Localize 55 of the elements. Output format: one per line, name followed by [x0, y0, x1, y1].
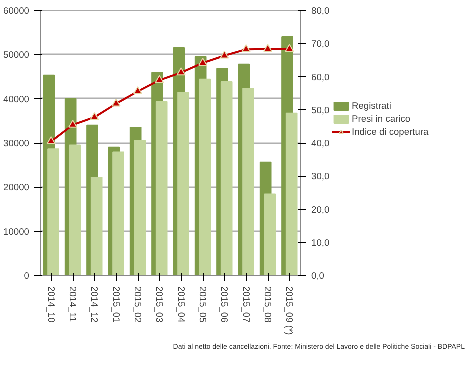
y2-tick-label: 50,0	[312, 105, 330, 116]
point	[155, 75, 164, 84]
y-tick-label: 0	[24, 271, 30, 281]
bar	[90, 176, 103, 276]
y2-tick-label: 0,0	[312, 271, 324, 281]
y2-tick-label: 60,0	[312, 72, 330, 82]
x-tick-label: 2015_06	[220, 286, 230, 323]
point	[134, 86, 142, 94]
y2-tick-label: 30,0	[312, 172, 330, 182]
y-tick-label: 20000	[4, 182, 30, 193]
point	[264, 44, 272, 52]
y-tick-label: 30000	[4, 138, 30, 148]
x-tick-label: 2014_12	[90, 286, 100, 323]
x-tick-label: 2015_01	[111, 286, 122, 323]
point	[220, 50, 230, 59]
x-tick-label: 2015_08	[263, 286, 273, 323]
y2-tick-label: 10,0	[312, 238, 330, 248]
point	[46, 136, 56, 144]
y-tick-label: 50000	[4, 50, 30, 60]
x-tick-label: 2015_04	[176, 286, 186, 323]
point	[68, 120, 78, 128]
bar	[242, 88, 254, 276]
point	[176, 68, 186, 76]
bar	[286, 112, 298, 276]
point	[242, 44, 251, 52]
bar	[178, 92, 190, 276]
legend-label: Presi in carico	[352, 114, 411, 124]
x-tick-label: 2015_07	[241, 286, 252, 323]
bar	[112, 152, 124, 276]
x-tick-label: 2014_10	[46, 286, 56, 323]
bar	[69, 144, 82, 276]
y-tick-label: 60000	[4, 6, 30, 16]
y2-tick-label: 20,0	[312, 204, 330, 215]
point	[112, 98, 121, 107]
y-tick-label: 10000	[4, 226, 30, 237]
y2-tick-label: 70,0	[312, 39, 330, 50]
bar	[156, 101, 168, 276]
y-tick-label: 40000	[4, 94, 30, 104]
bar	[199, 78, 212, 276]
x-tick-label: 2015_09 (*)	[284, 286, 295, 336]
legend-label: Indice di copertura	[352, 126, 429, 136]
bar	[48, 148, 60, 276]
x-tick-label: 2015_03	[154, 286, 165, 323]
point	[198, 58, 208, 66]
y2-tick-label: 40,0	[312, 138, 330, 148]
bar	[264, 194, 276, 276]
x-tick-label: 2015_05	[198, 286, 208, 323]
bar	[134, 140, 146, 276]
legend-label: Registrati	[352, 100, 392, 110]
bar	[220, 82, 233, 276]
point	[285, 44, 294, 52]
x-tick-label: 2014_11	[68, 286, 78, 322]
x-tick-label: 2015_02	[133, 286, 143, 323]
y2-tick-label: 80,0	[312, 6, 330, 16]
point	[90, 112, 100, 120]
